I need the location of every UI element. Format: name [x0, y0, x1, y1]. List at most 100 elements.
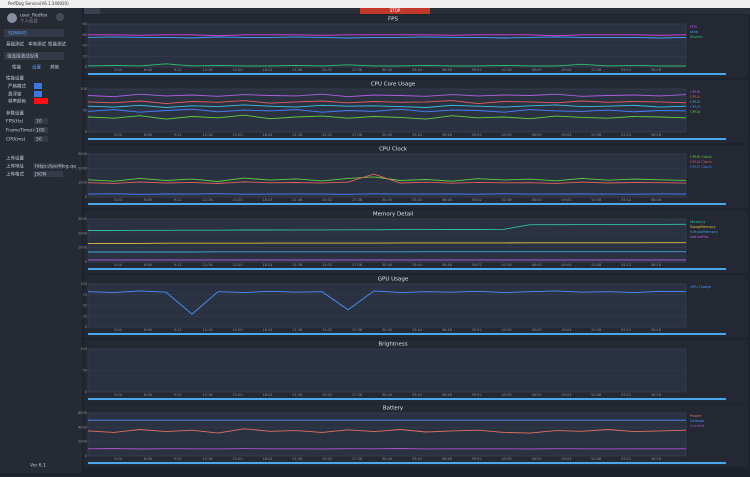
- time-label: 21:28: [292, 68, 302, 72]
- time-label: 36:48: [442, 133, 452, 137]
- scrollbar[interactable]: [88, 333, 726, 335]
- time-label: 24:32: [322, 198, 332, 202]
- time-label: 3:04: [114, 263, 123, 267]
- tab[interactable]: 基础测试: [6, 41, 24, 48]
- option-label: 悬浮窗: [8, 91, 22, 98]
- time-label: 18:24: [262, 393, 273, 397]
- time-label: 9:12: [174, 457, 182, 461]
- scrollbar[interactable]: [88, 268, 726, 270]
- time-label: 18:24: [262, 328, 273, 332]
- toggle[interactable]: [34, 83, 42, 89]
- scrollbar[interactable]: [88, 138, 726, 140]
- time-label: 12:16: [203, 393, 213, 397]
- option-label: 帧率颜色: [8, 98, 26, 105]
- time-label: 12:16: [203, 457, 213, 461]
- time-label: 52:08: [591, 263, 601, 267]
- time-label: 55:12: [621, 393, 631, 397]
- field-label: FPS(Hz): [6, 119, 24, 125]
- time-label: 3:04: [114, 393, 123, 397]
- panel-title: CPU Clock: [379, 147, 408, 153]
- time-label: 9:12: [174, 263, 182, 267]
- y-tick-label: 4000: [78, 425, 87, 429]
- top-tab[interactable]: [84, 8, 100, 14]
- color-picker[interactable]: [34, 98, 48, 104]
- tab[interactable]: 本地测试: [28, 41, 46, 48]
- y-tick-label: 100: [80, 347, 87, 351]
- time-label: 55:12: [621, 68, 631, 72]
- time-label: 55:12: [621, 133, 631, 137]
- time-label: 24:32: [322, 457, 332, 461]
- subtab[interactable]: 性能: [12, 64, 21, 71]
- y-tick-label: 2000: [78, 166, 87, 170]
- time-label: 58:16: [651, 457, 661, 461]
- time-label: 55:12: [621, 328, 631, 332]
- time-label: 49:04: [561, 263, 572, 267]
- app-name: 请选择测试应用: [7, 53, 39, 60]
- time-label: 39:52: [472, 68, 482, 72]
- y-tick-label: 60: [83, 33, 87, 37]
- y-tick-label: 40: [83, 44, 87, 48]
- y-tick-label: 2000: [78, 231, 87, 235]
- time-label: 30:40: [382, 457, 392, 461]
- time-label: 9:12: [174, 393, 182, 397]
- time-label: 36:48: [442, 198, 452, 202]
- time-label: 21:28: [292, 457, 302, 461]
- time-label: 52:08: [591, 68, 601, 72]
- panel-title: GPU Usage: [378, 277, 409, 283]
- time-label: 15:20: [232, 133, 242, 137]
- time-label: 30:40: [382, 393, 392, 397]
- time-label: 52:08: [591, 328, 601, 332]
- time-label: 46:00: [531, 198, 541, 202]
- field-label: CPU(ms): [6, 137, 26, 143]
- time-label: 6:08: [144, 393, 152, 397]
- time-label: 6:08: [144, 457, 152, 461]
- y-tick-label: 50: [83, 369, 87, 373]
- time-label: 24:32: [322, 263, 332, 267]
- scrollbar[interactable]: [88, 462, 726, 464]
- time-label: 18:24: [262, 133, 273, 137]
- time-label: 49:04: [561, 133, 572, 137]
- time-label: 58:16: [651, 328, 661, 332]
- y-tick-label: 3000: [78, 152, 87, 156]
- time-label: 12:16: [203, 198, 213, 202]
- legend-entry: Stutter: [690, 34, 704, 39]
- plot-area: [88, 413, 686, 456]
- y-tick-label: 50: [83, 109, 87, 113]
- scrollbar[interactable]: [88, 73, 726, 75]
- section-title: 参数设置: [6, 110, 24, 117]
- y-tick-label: 20: [83, 54, 87, 58]
- tab[interactable]: 性能测试: [48, 41, 66, 48]
- subtab[interactable]: 其他: [50, 64, 59, 71]
- scrollbar[interactable]: [88, 203, 726, 205]
- y-tick-label: 80: [83, 22, 87, 26]
- time-label: 58:16: [651, 263, 661, 267]
- time-label: 15:20: [232, 393, 242, 397]
- time-label: 42:56: [502, 393, 512, 397]
- time-label: 24:32: [322, 133, 332, 137]
- time-label: 30:40: [382, 198, 392, 202]
- panel-title: Memory Detail: [373, 212, 414, 218]
- time-label: 42:56: [502, 68, 512, 72]
- time-label: 49:04: [561, 328, 572, 332]
- settings-button[interactable]: [56, 13, 64, 21]
- time-label: 30:40: [382, 68, 392, 72]
- y-tick-label: 2000: [78, 440, 87, 444]
- subtab[interactable]: 设置: [32, 64, 41, 71]
- toggle[interactable]: [34, 91, 42, 97]
- time-label: 6:08: [144, 198, 152, 202]
- time-label: 36:48: [442, 328, 452, 332]
- time-label: 21:28: [292, 263, 302, 267]
- scrollbar[interactable]: [88, 398, 726, 400]
- format-value: JSON: [34, 172, 46, 178]
- legend-entry: CPU7 Clock: [690, 164, 712, 169]
- time-label: 46:00: [531, 133, 541, 137]
- time-label: 6:08: [144, 133, 152, 137]
- time-label: 42:56: [502, 133, 512, 137]
- time-label: 15:20: [232, 457, 242, 461]
- panel-title: Brightness: [378, 342, 407, 348]
- time-label: 27:36: [352, 198, 362, 202]
- time-label: 15:20: [232, 328, 242, 332]
- time-label: 27:36: [352, 393, 362, 397]
- field-value: 10: [36, 119, 42, 125]
